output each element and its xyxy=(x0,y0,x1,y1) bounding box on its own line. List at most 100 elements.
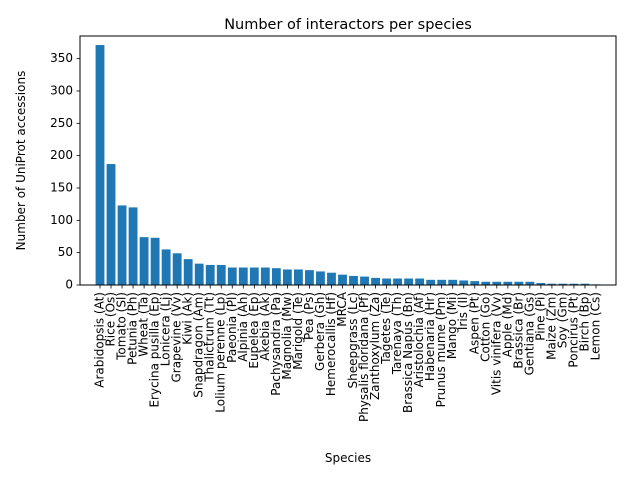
y-axis-label: Number of UniProt accessions xyxy=(14,71,28,251)
x-tick-label: Arabidopsis (At) xyxy=(93,292,107,388)
x-tick-label: Zanthoxylum (Za) xyxy=(368,292,382,400)
bar xyxy=(172,253,182,285)
x-tick-label: Soy (Gm) xyxy=(555,292,569,348)
bar xyxy=(514,281,524,285)
bar xyxy=(316,271,325,285)
x-tick-label: Sheepgrass (Lc) xyxy=(346,292,360,388)
bar xyxy=(426,279,436,285)
bar xyxy=(547,283,557,285)
y-tick-label: 150 xyxy=(50,180,73,194)
x-tick-label: Gentiana (Gs) xyxy=(522,292,536,375)
x-tick-label: Rice (Os) xyxy=(104,292,118,347)
x-tick-label: Maize (Zm) xyxy=(544,292,558,360)
bar xyxy=(282,269,292,285)
x-tick-label: Paeonia (Pl) xyxy=(225,292,239,363)
x-tick-label: Vitis vinifera (Vv) xyxy=(489,292,503,395)
x-tick-label: Gerbera (Gh) xyxy=(313,292,327,371)
x-tick-label: Tagetes (Te) xyxy=(379,292,393,365)
bars-group xyxy=(95,45,601,285)
y-axis: 0 50 100 150 200 250 300 350 xyxy=(50,51,80,292)
x-tick-label: Tomato (Sl) xyxy=(115,292,129,361)
y-tick-label: 100 xyxy=(50,213,73,227)
x-tick-label: Apple (Md) xyxy=(500,292,514,357)
x-tick-label: MRCA xyxy=(335,291,349,326)
y-tick-label: 250 xyxy=(50,116,73,130)
x-tick-label: Magnolia (Mw) xyxy=(280,292,294,380)
bar xyxy=(404,278,414,285)
x-tick-label: Physalis floridana (Pf) xyxy=(357,292,371,422)
bar xyxy=(536,283,546,285)
x-tick-label: Cotton (Go) xyxy=(478,292,492,362)
bar xyxy=(349,275,358,285)
bar xyxy=(481,281,491,285)
bar xyxy=(569,283,579,285)
bar xyxy=(271,268,281,285)
y-tick-label: 300 xyxy=(50,83,73,97)
x-tick-label: Snapdragon (Am) xyxy=(192,292,206,398)
bar xyxy=(205,264,215,285)
x-tick-label: Lemon (Cs) xyxy=(589,292,603,360)
x-tick-label: Pachysandra (Pa) xyxy=(269,292,283,396)
x-tick-label: Hemerocallis (Hf) xyxy=(324,292,338,396)
x-tick-label: Brassica Napus (Bn) xyxy=(401,292,415,413)
bar xyxy=(238,267,248,285)
x-tick-label: Eupelea (Ep) xyxy=(247,292,261,369)
bar xyxy=(492,281,502,285)
x-tick-label: Marigold (Te) xyxy=(291,292,305,370)
bar xyxy=(150,237,160,285)
y-tick-label: 350 xyxy=(50,51,73,65)
x-tick-label: Thalictrum (Tt) xyxy=(203,292,217,383)
bar xyxy=(371,277,380,285)
bar xyxy=(448,279,458,285)
x-tick-label: Pea (Ps) xyxy=(302,292,316,340)
bar xyxy=(525,281,535,285)
x-tick-label: Grapevine (Vv) xyxy=(170,292,184,383)
bar xyxy=(117,205,127,285)
chart-title: Number of interactors per species xyxy=(224,17,472,33)
x-axis-label: Species xyxy=(325,451,371,465)
x-tick-label: Kiwi (Ak) xyxy=(181,292,195,345)
x-tick-label: Akebia (Ak) xyxy=(258,292,272,361)
plot-frame xyxy=(79,35,617,286)
x-tick-label: Aspen (Pt) xyxy=(467,292,481,354)
bar xyxy=(338,274,347,285)
bar xyxy=(415,278,425,285)
bar xyxy=(558,283,568,285)
x-tick-label: Lolium perenne (Lp) xyxy=(214,292,228,413)
bar xyxy=(249,267,259,285)
bar xyxy=(161,249,171,285)
bar xyxy=(106,164,116,285)
bar xyxy=(227,267,237,285)
x-tick-label: Aristolochia (Af) xyxy=(412,292,426,388)
x-tick-label: Brassica (Br) xyxy=(511,292,525,369)
bar xyxy=(470,281,480,285)
x-tick-label: Habenaria (Hr) xyxy=(423,292,437,381)
bar xyxy=(95,45,105,285)
x-tick-label: Wheat (Ta) xyxy=(137,292,151,357)
x-tick-label: Pine (Pi) xyxy=(533,292,547,341)
bar xyxy=(293,269,303,285)
bar xyxy=(437,279,447,285)
bar xyxy=(305,270,314,285)
bar xyxy=(360,276,369,285)
x-tick-label: Birch (Bp) xyxy=(577,292,591,351)
x-tick-label: Alpinia (Ah) xyxy=(236,292,250,362)
bar xyxy=(503,281,513,285)
x-tick-label: Tarenaya (Th) xyxy=(390,292,404,375)
x-tick-label: Erycina pusilla (Ep) xyxy=(148,292,162,408)
bar xyxy=(183,259,193,285)
x-tick-label: Lonicera (Lj) xyxy=(159,292,173,366)
y-tick-label: 200 xyxy=(50,148,73,162)
bar xyxy=(194,263,204,285)
bar xyxy=(580,283,590,285)
x-tick-label: Prunus mume (Pm) xyxy=(434,292,448,407)
x-tick-label: Petunia (Ph) xyxy=(126,292,140,365)
x-axis: Arabidopsis (At)Rice (Os)Tomato (Sl)Petu… xyxy=(93,285,603,422)
bar xyxy=(382,278,391,285)
x-tick-label: Poncirus (Pt) xyxy=(566,292,580,368)
bar xyxy=(393,278,403,285)
y-tick-label: 50 xyxy=(58,245,73,259)
x-tick-label: Mango (Mi) xyxy=(445,292,459,359)
bar xyxy=(128,207,138,285)
